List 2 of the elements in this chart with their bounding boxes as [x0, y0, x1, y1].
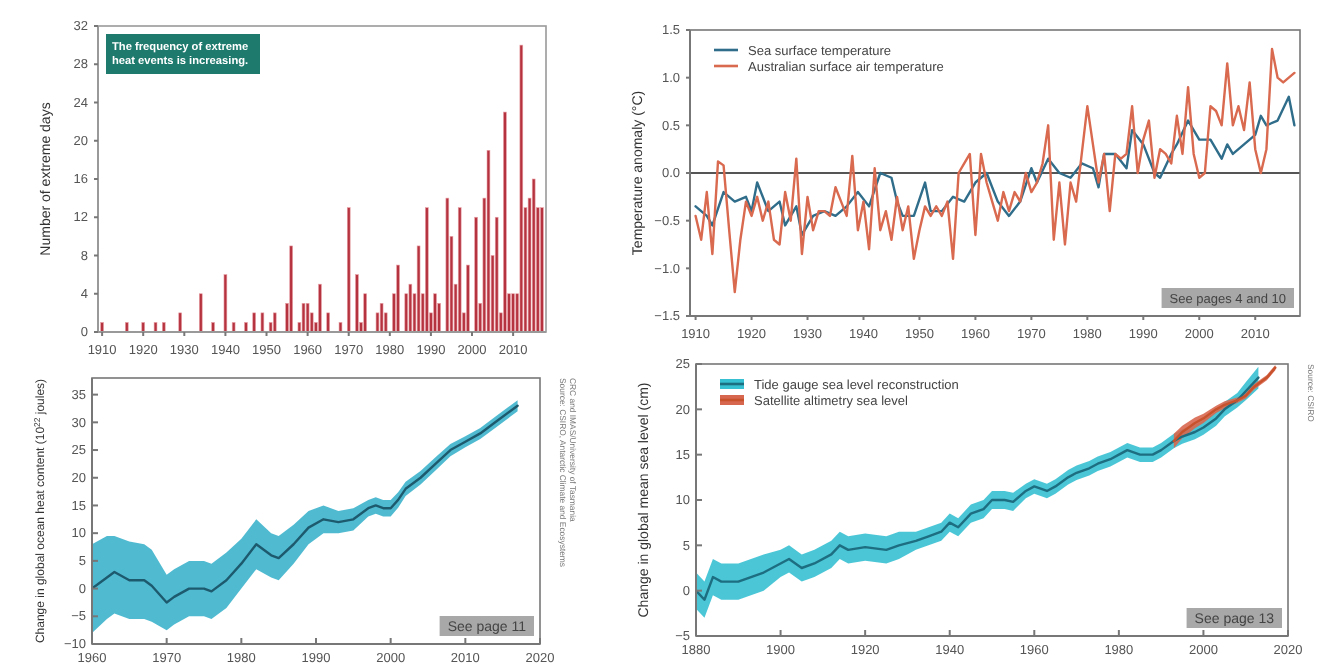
line-series [694, 47, 1296, 294]
line-series [694, 95, 1296, 237]
